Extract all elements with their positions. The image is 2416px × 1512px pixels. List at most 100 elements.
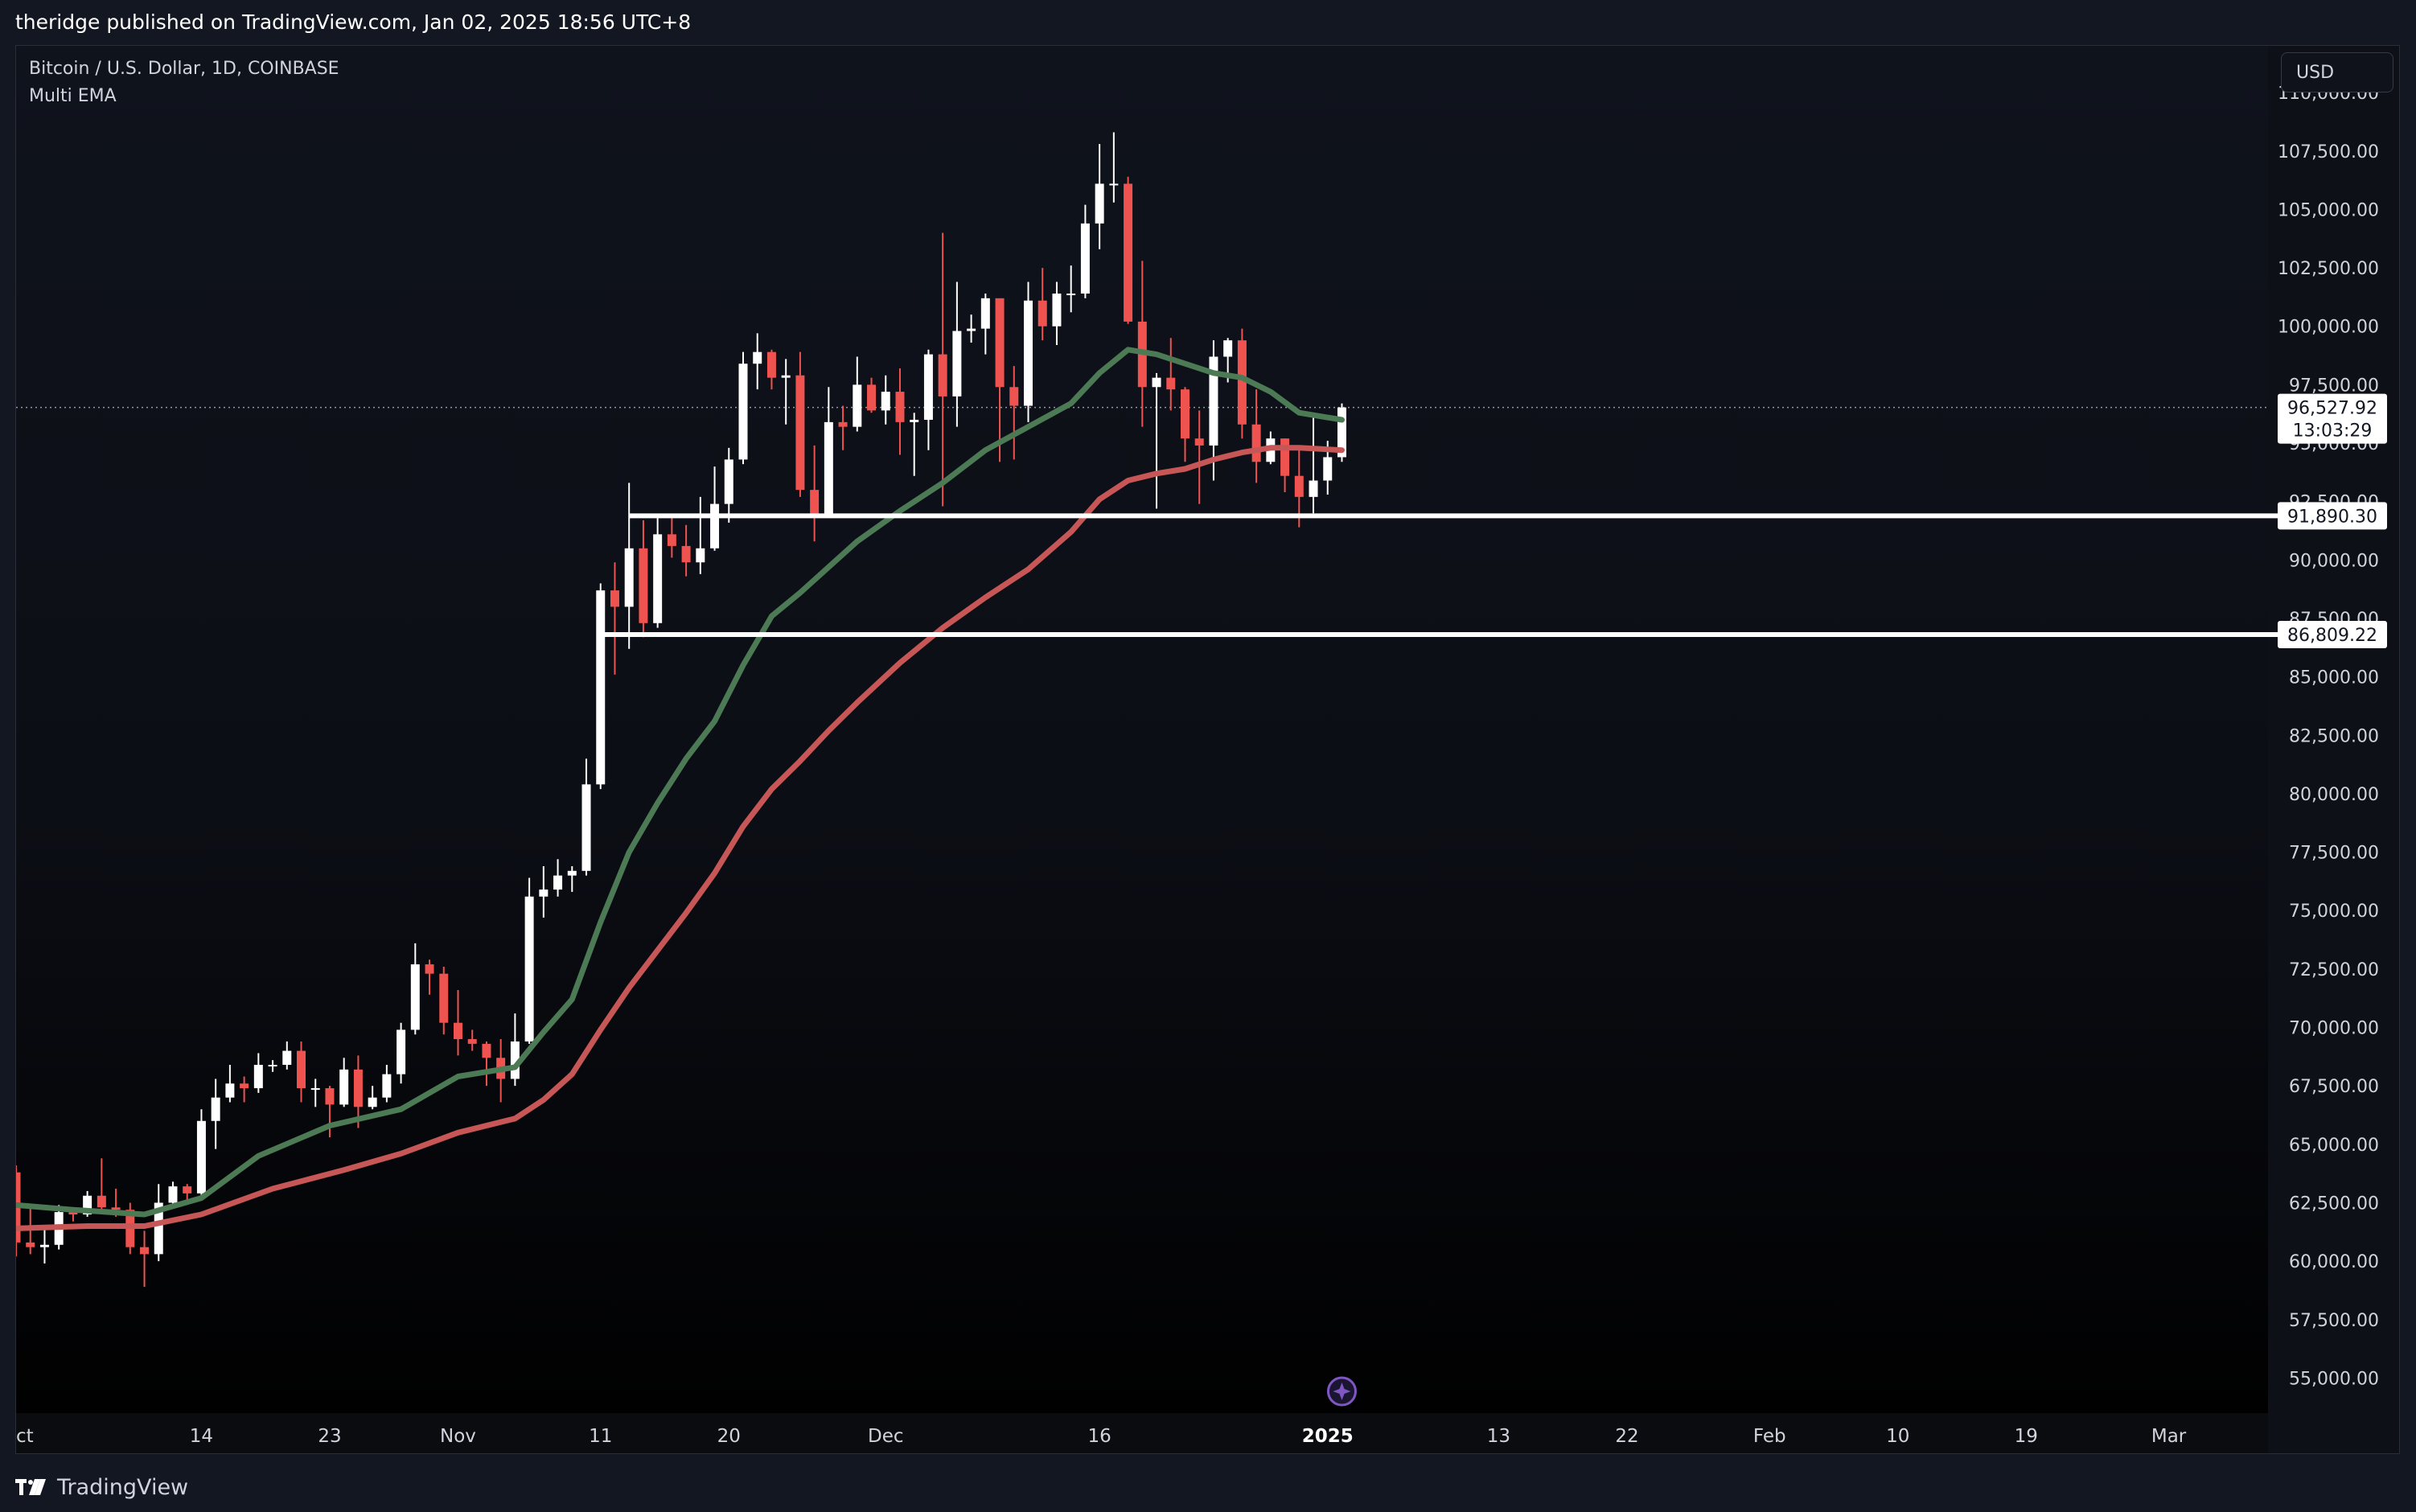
candle-body[interactable] — [539, 890, 549, 897]
candle-body[interactable] — [1066, 294, 1076, 296]
candle-body[interactable] — [910, 419, 919, 422]
last-price-tag[interactable] — [2278, 393, 2387, 444]
candle-body[interactable] — [1251, 424, 1261, 462]
candle-body[interactable] — [1080, 223, 1090, 294]
candle-body[interactable] — [97, 1195, 106, 1208]
tradingview-logo-icon[interactable] — [15, 1477, 49, 1497]
candle-body[interactable] — [753, 351, 762, 364]
candle-body[interactable] — [639, 548, 648, 623]
candle-body[interactable] — [168, 1186, 178, 1203]
candle-body[interactable] — [710, 503, 720, 549]
candle-body[interactable] — [1152, 377, 1161, 388]
candle-body[interactable] — [567, 870, 577, 876]
candle-body[interactable] — [1095, 183, 1104, 224]
candle-body[interactable] — [824, 421, 833, 516]
candle-body[interactable] — [667, 534, 676, 546]
time-scale-background[interactable] — [16, 1413, 2268, 1454]
candle-body[interactable] — [467, 1039, 477, 1044]
candle-body[interactable] — [1280, 438, 1290, 476]
candle-body[interactable] — [253, 1065, 263, 1089]
candle-body[interactable] — [368, 1097, 377, 1107]
indicator-title[interactable]: Multi EMA — [29, 86, 117, 106]
sparkle-icon[interactable] — [1333, 1383, 1351, 1400]
currency-button[interactable]: USD — [2281, 52, 2393, 92]
candle-body[interactable] — [140, 1247, 150, 1255]
candle-body[interactable] — [211, 1097, 220, 1121]
candle-body[interactable] — [1109, 183, 1119, 186]
candle-body[interactable] — [581, 784, 591, 871]
candle-body[interactable] — [1194, 438, 1204, 446]
candle-body[interactable] — [938, 354, 947, 396]
candle-body[interactable] — [895, 392, 905, 422]
candle-body[interactable] — [881, 392, 890, 411]
chart-panel[interactable]: 110,000.00 107,500.00 105,000.00 102,500.00… — [15, 45, 2400, 1454]
candle-body[interactable] — [853, 384, 862, 427]
candle-body[interactable] — [1009, 387, 1019, 406]
candle-body[interactable] — [553, 875, 563, 890]
candle-body[interactable] — [524, 896, 534, 1042]
candle-body[interactable] — [410, 964, 420, 1030]
candle-body[interactable] — [111, 1207, 121, 1210]
candle-body[interactable] — [183, 1186, 192, 1194]
candle-body[interactable] — [196, 1120, 206, 1194]
candle-body[interactable] — [810, 490, 820, 516]
candle-body[interactable] — [980, 298, 990, 329]
candle-body[interactable] — [154, 1202, 163, 1255]
candle-body[interactable] — [1166, 377, 1176, 390]
candle-body[interactable] — [453, 1022, 462, 1040]
candle-body[interactable] — [795, 375, 805, 491]
candle-body[interactable] — [653, 534, 663, 623]
candle-body[interactable] — [397, 1029, 406, 1074]
candle-body[interactable] — [339, 1069, 349, 1105]
candle-body[interactable] — [240, 1083, 249, 1089]
symbol-title[interactable]: Bitcoin / U.S. Dollar, 1D, COINBASE — [29, 59, 339, 79]
candle-body[interactable] — [624, 548, 634, 607]
candle-body[interactable] — [724, 459, 733, 504]
candle-body[interactable] — [425, 964, 434, 974]
candle-body[interactable] — [297, 1050, 306, 1089]
candle-body[interactable] — [482, 1043, 491, 1058]
price-scale-background[interactable] — [2268, 46, 2400, 1454]
candle-body[interactable] — [1237, 340, 1247, 425]
candle-body[interactable] — [952, 331, 962, 396]
candle-body[interactable] — [1037, 300, 1047, 327]
candle-body[interactable] — [225, 1083, 235, 1098]
candle-body[interactable] — [967, 328, 976, 331]
candle-body[interactable] — [596, 590, 606, 785]
candle-body[interactable] — [1052, 294, 1062, 327]
candle-body[interactable] — [696, 548, 705, 563]
candle-body[interactable] — [1323, 457, 1333, 481]
candle-body[interactable] — [995, 298, 1005, 388]
candle-body[interactable] — [738, 364, 748, 460]
candle-body[interactable] — [1294, 475, 1304, 497]
candle-body[interactable] — [353, 1069, 363, 1107]
candle-body[interactable] — [68, 1212, 78, 1214]
candle-body[interactable] — [1180, 389, 1190, 439]
candle-body[interactable] — [1223, 340, 1233, 357]
candle-body[interactable] — [766, 351, 776, 378]
candle-body[interactable] — [310, 1088, 320, 1091]
candle-body[interactable] — [1309, 480, 1318, 497]
price-chart[interactable]: 110,000.00107,500.00105,000.00102,500.00… — [16, 46, 2400, 1454]
candle-body[interactable] — [781, 375, 791, 378]
candle-body[interactable] — [439, 973, 449, 1023]
candle-body[interactable] — [867, 384, 877, 411]
candle-body[interactable] — [1337, 407, 1346, 458]
candle-body[interactable] — [1209, 356, 1218, 446]
candle-body[interactable] — [382, 1074, 392, 1098]
candle-body[interactable] — [268, 1065, 277, 1067]
candle-body[interactable] — [923, 354, 933, 420]
candle-body[interactable] — [610, 590, 619, 607]
candle-body[interactable] — [681, 545, 691, 563]
candle-body[interactable] — [1024, 300, 1033, 406]
candle-body[interactable] — [83, 1195, 92, 1214]
candle-body[interactable] — [510, 1041, 520, 1079]
candle-body[interactable] — [26, 1242, 35, 1247]
candle-body[interactable] — [1124, 183, 1133, 322]
candle-body[interactable] — [325, 1088, 335, 1105]
candle-body[interactable] — [39, 1244, 49, 1247]
level-price-tag[interactable] — [2278, 502, 2387, 530]
level-price-tag[interactable] — [2278, 621, 2387, 649]
candle-body[interactable] — [282, 1050, 292, 1066]
candle-body[interactable] — [838, 421, 848, 427]
